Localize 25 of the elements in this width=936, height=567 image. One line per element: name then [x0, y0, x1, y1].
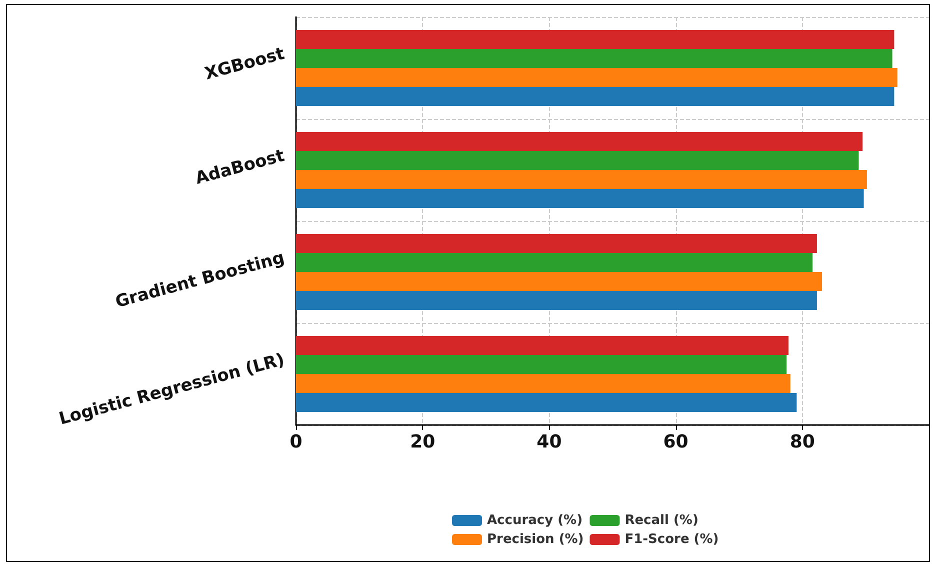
bar — [296, 234, 817, 253]
bar — [296, 336, 788, 355]
x-tick-label: 20 — [410, 432, 436, 452]
x-tick-label: 80 — [790, 432, 815, 452]
x-tick-label: 60 — [663, 432, 688, 452]
bar — [296, 291, 817, 310]
legend-label: Accuracy (%) — [487, 513, 583, 528]
bar — [296, 170, 867, 189]
bar — [296, 272, 822, 291]
x-tick-label: 0 — [290, 432, 302, 452]
bar — [296, 374, 790, 393]
bar — [296, 49, 892, 68]
legend-label: Precision (%) — [487, 532, 584, 547]
bar — [296, 355, 787, 374]
bar — [296, 393, 797, 412]
legend-label: Recall (%) — [624, 513, 698, 528]
x-tick-label: 40 — [536, 432, 562, 452]
bar — [296, 151, 859, 170]
bar — [296, 132, 863, 151]
bar — [296, 68, 898, 87]
bar — [296, 253, 813, 272]
bar — [296, 189, 864, 208]
legend-label: F1-Score (%) — [624, 532, 719, 547]
bar — [296, 87, 894, 106]
bar — [296, 30, 894, 49]
